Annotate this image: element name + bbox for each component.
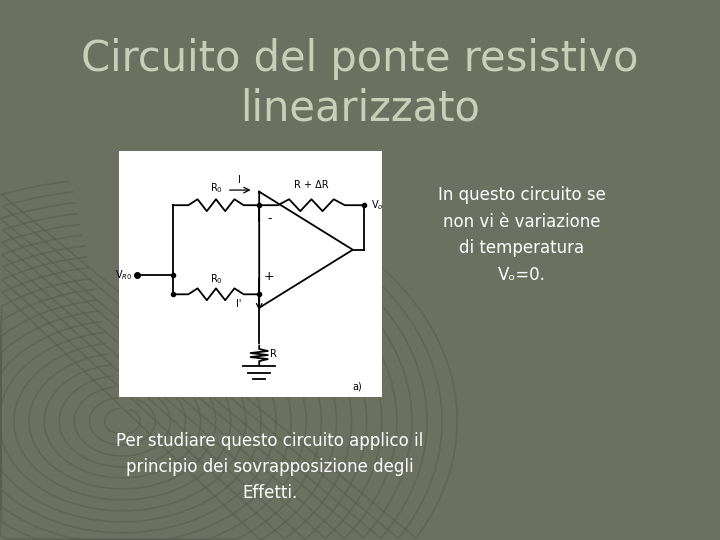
Text: R: R [270, 349, 277, 359]
Text: +: + [264, 270, 274, 283]
Text: V$_o$: V$_o$ [371, 198, 384, 212]
Text: -: - [267, 212, 271, 225]
Text: Per studiare questo circuito applico il
principio dei sovrapposizione degli
Effe: Per studiare questo circuito applico il … [117, 431, 423, 503]
Text: R$_0$: R$_0$ [210, 181, 222, 195]
Text: I': I' [236, 299, 241, 309]
Text: R + ΔR: R + ΔR [294, 180, 329, 190]
Text: a): a) [353, 381, 363, 391]
Text: R$_0$: R$_0$ [210, 272, 222, 286]
FancyBboxPatch shape [119, 151, 382, 397]
Text: V$_{R0}$: V$_{R0}$ [115, 268, 132, 282]
Text: Circuito del ponte resistivo
linearizzato: Circuito del ponte resistivo linearizzat… [81, 38, 639, 130]
Text: I: I [238, 174, 241, 185]
Text: In questo circuito se
non vi è variazione
di temperatura
Vₒ=0.: In questo circuito se non vi è variazion… [438, 186, 606, 284]
